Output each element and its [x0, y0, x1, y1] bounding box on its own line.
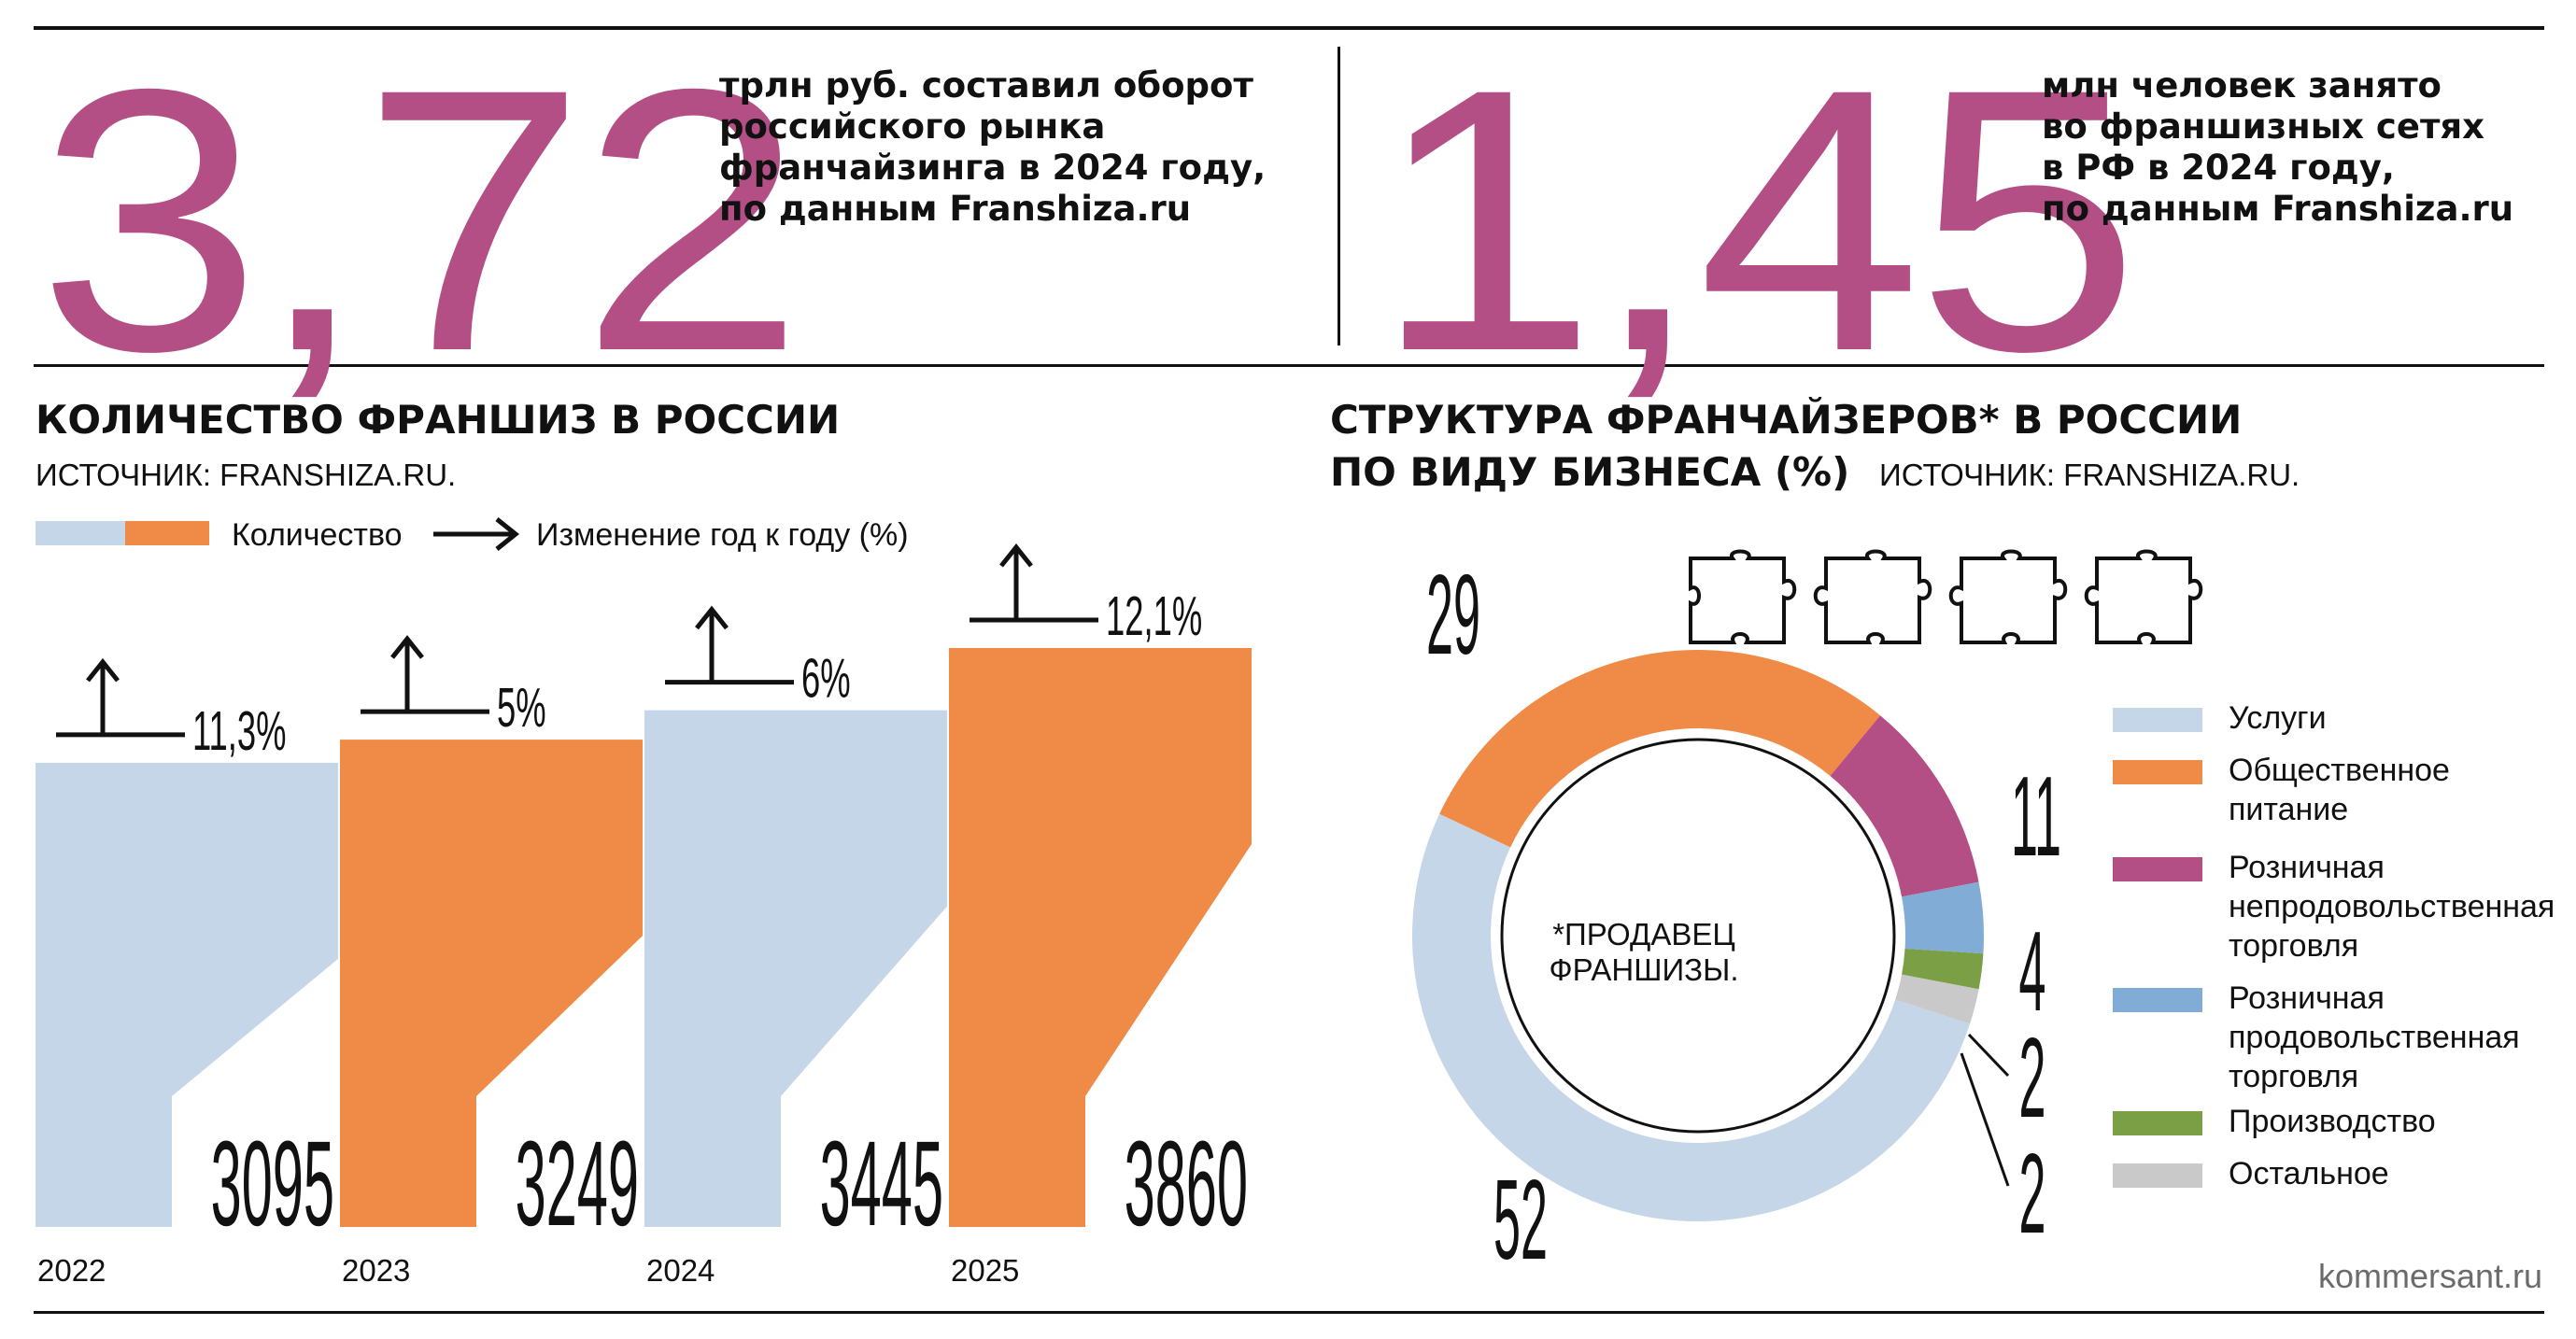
footer-site: kommersant.ru	[2318, 1257, 2543, 1295]
bar-2025	[949, 648, 1252, 1227]
bar-year-label: 2025	[951, 1253, 1019, 1288]
caption-line: по данным Franshiza.ru	[2042, 189, 2514, 229]
donut-slice	[1902, 948, 1984, 990]
legend-label: Остальное	[2229, 1154, 2565, 1193]
bar-year-label: 2023	[342, 1253, 410, 1288]
donut-value-label: 29	[1426, 550, 1480, 678]
caption-line: млн человек занято	[2042, 65, 2442, 106]
bottom-rule	[34, 1311, 2544, 1314]
yoy-arrow-head	[695, 605, 729, 630]
legend-swatch	[2113, 857, 2202, 881]
header-divider	[1338, 47, 1340, 345]
yoy-change-label: 6%	[801, 648, 851, 710]
legend-label-line: Производство	[2229, 1104, 2436, 1139]
legend-label-line: Розничная	[2229, 850, 2385, 885]
caption-line: франчайзинга в 2024 году,	[719, 148, 1267, 188]
bar-chart-source: ИСТОЧНИК: FRANSHIZA.RU.	[35, 458, 457, 492]
bar-year-label: 2022	[37, 1253, 106, 1288]
headline-left-number: 3,72	[37, 11, 804, 429]
puzzle-pieces-icon	[1689, 549, 2203, 644]
legend-change-label: Изменение год к году (%)	[536, 517, 909, 553]
caption-line: по данным Franshiza.ru	[719, 189, 1192, 229]
bar-value-label: 3095	[211, 1117, 334, 1251]
legend-label-line: непродовольственная	[2229, 889, 2555, 924]
leader-line	[1967, 1033, 2010, 1078]
leader-line	[1960, 1052, 2010, 1187]
donut-chart-title-line2: ПО ВИДУ БИЗНЕСА (%)	[1330, 449, 1850, 495]
legend-label-line: продовольственная	[2229, 1020, 2520, 1055]
bar-value-label: 3249	[516, 1117, 639, 1251]
donut-slice	[1412, 813, 1971, 1222]
bar-2024	[644, 710, 947, 1227]
yoy-arrow-head	[86, 657, 120, 683]
bar-year-label: 2024	[646, 1253, 715, 1288]
donut-value-label: 2	[2019, 1129, 2046, 1257]
bar-2022	[35, 762, 338, 1227]
legend-swatch	[2113, 708, 2202, 732]
header-bottom-rule	[34, 364, 2544, 367]
donut-slice	[1830, 715, 1979, 897]
bar-value-label: 3860	[1125, 1117, 1248, 1251]
legend-label: Услуги	[2229, 698, 2565, 738]
legend-label-line: Услуги	[2229, 700, 2327, 736]
legend-label-line: торговля	[2229, 928, 2359, 964]
caption-line: во франшизных сетях	[2042, 106, 2485, 147]
legend-swatch	[2113, 760, 2202, 784]
legend-label: Производство	[2229, 1102, 2565, 1141]
bar-value-label: 3445	[820, 1117, 943, 1251]
headline-right-number: 1,45	[1373, 11, 2140, 429]
legend-label-line: торговля	[2229, 1059, 2359, 1094]
legend-label-line: питание	[2229, 792, 2349, 827]
headline-right-caption: млн человек занято во франшизных сетях в…	[2042, 65, 2546, 230]
legend-label-line: Остальное	[2229, 1156, 2389, 1191]
caption-line: трлн руб. составил оборот	[719, 65, 1253, 106]
bar-2023	[340, 740, 643, 1227]
donut-chart-title-line1: СТРУКТУРА ФРАНЧАЙЗЕРОВ* В РОССИИ	[1330, 397, 2243, 443]
donut-chart-source: ИСТОЧНИК: FRANSHIZA.RU.	[1879, 458, 2300, 492]
legend-swatch	[2113, 1111, 2202, 1135]
donut-value-label: 2	[2019, 1013, 2046, 1141]
legend-arrow-icon	[433, 517, 520, 551]
bar-chart-title: КОЛИЧЕСТВО ФРАНШИЗ В РОССИИ	[35, 397, 841, 443]
headline-left-caption: трлн руб. составил оборот российского ры…	[719, 65, 1317, 230]
donut-center-circle	[1500, 738, 1896, 1134]
top-rule	[34, 26, 2544, 30]
legend-swatch-orange	[125, 521, 209, 545]
legend-quantity-label: Количество	[232, 517, 403, 553]
caption-line: российского рынка	[719, 106, 1106, 147]
donut-value-label: 52	[1493, 1155, 1548, 1283]
yoy-arrow-head	[999, 543, 1033, 568]
yoy-change-label: 12,1%	[1106, 585, 1202, 647]
yoy-change-label: 11,3%	[192, 700, 287, 762]
donut-slice	[1902, 881, 1984, 954]
legend-label: Розничная продовольственная торговля	[2229, 979, 2565, 1096]
legend-label: Общественное питание	[2229, 751, 2565, 829]
legend-label-line: Общественное	[2229, 753, 2450, 788]
donut-center-note: *ПРОДАВЕЦ ФРАНШИЗЫ.	[1549, 917, 1739, 987]
legend-label-line: Розничная	[2229, 980, 2385, 1016]
yoy-change-label: 5%	[497, 677, 546, 739]
legend-label: Розничная непродовольственная торговля	[2229, 848, 2565, 965]
donut-slice	[1439, 650, 1881, 848]
donut-value-label: 11	[2011, 752, 2061, 880]
yoy-arrow-head	[390, 635, 424, 659]
donut-value-label: 4	[2019, 907, 2046, 1035]
legend-swatch	[2113, 1163, 2202, 1188]
legend-swatch	[2113, 988, 2202, 1012]
caption-line: в РФ в 2024 году,	[2042, 148, 2395, 188]
donut-slice	[1895, 974, 1979, 1024]
bar-chart: 3095 2022 11,3% 3249 2023 5% 3445 2024 6% 3860 202…	[35, 543, 1252, 1288]
legend-swatch-light	[35, 521, 125, 545]
